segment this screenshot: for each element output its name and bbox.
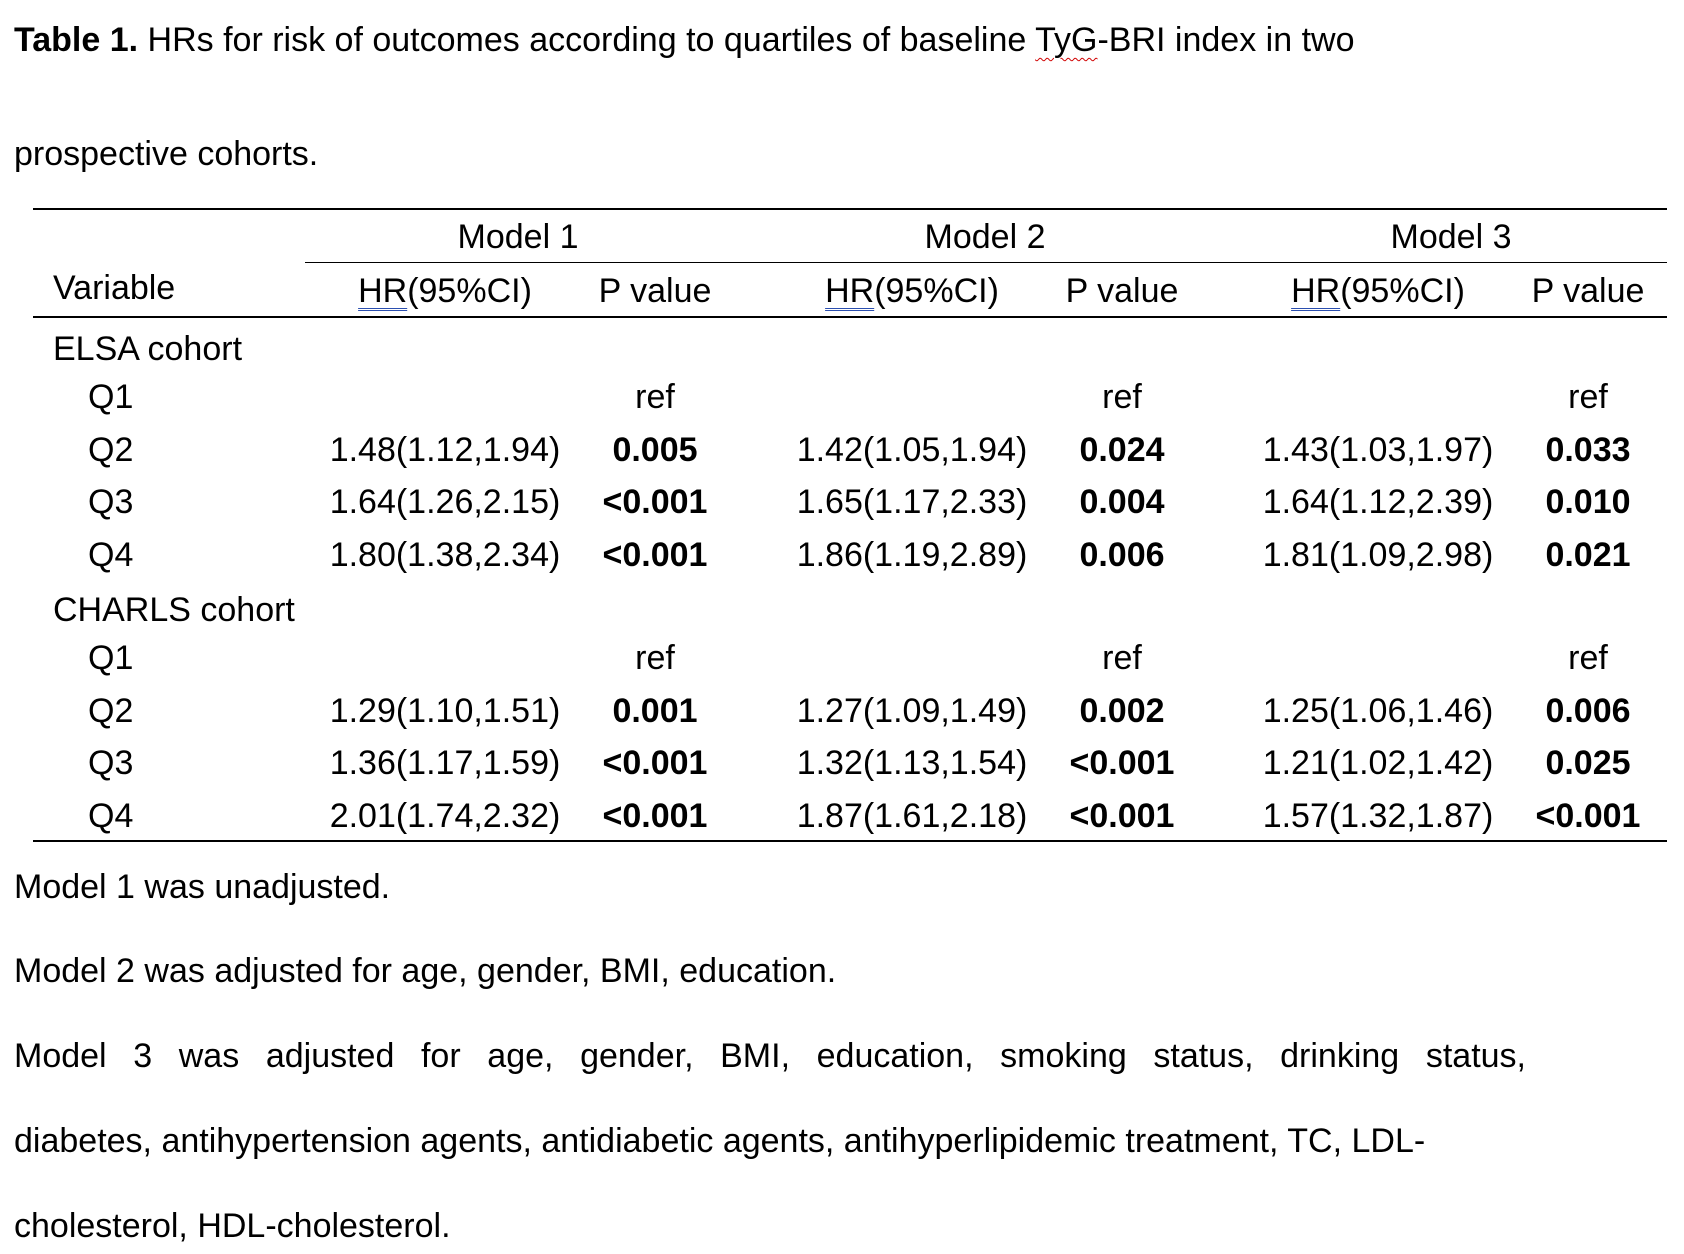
p-value: ref [1102,378,1142,416]
index-name: TyG [1035,21,1098,59]
quartile-label: Q1 [88,378,134,416]
ci-suffix: (95%CI) [1340,272,1465,310]
note-model-1: Model 1 was unadjusted. [14,868,391,906]
p-value-header-3: P value [1531,272,1645,310]
p-value: <0.001 [602,483,708,521]
hr-value: 1.21(1.02,1.42) [1262,744,1494,782]
p-value: 0.001 [612,691,698,730]
quartile-label: Q4 [88,535,134,574]
hr-abbrev: HR [825,272,875,310]
hr-value: 1.43(1.03,1.97) [1262,430,1494,469]
caption-text-before: HRs for risk of outcomes according to qu… [147,21,1027,59]
quartile-label: Q3 [88,744,134,782]
p-value: 0.025 [1545,744,1631,782]
table-label: Table 1. [14,21,139,59]
model-2-header: Model 2 [924,218,1046,256]
p-value: 0.010 [1545,483,1631,521]
note-model-3-line-3: cholesterol, HDL-cholesterol. [14,1207,451,1245]
p-value-header-2: P value [1065,272,1179,310]
p-value: <0.001 [1069,796,1175,835]
note-model-3-line-1: Model 3 was adjusted for age, gender, BM… [14,1037,1526,1075]
header-variable: Variable [53,269,176,307]
p-value: ref [1102,639,1142,677]
p-value: ref [635,378,675,416]
table-caption-line-1: Table 1. HRs for risk of outcomes accord… [14,20,1354,60]
hr-value: 1.25(1.06,1.46) [1262,691,1494,730]
p-value: <0.001 [602,535,708,574]
p-value: <0.001 [1535,796,1641,835]
hr-ci-header-3: HR(95%CI) [1291,271,1465,311]
hr-value: 1.32(1.13,1.54) [796,744,1028,782]
hr-value: 1.86(1.19,2.89) [796,535,1028,574]
hr-abbrev: HR [358,272,408,310]
ci-suffix: (95%CI) [407,272,532,310]
hr-value: 1.48(1.12,1.94) [329,430,561,469]
quartile-label: Q2 [88,691,134,730]
p-value: <0.001 [1069,744,1175,782]
p-value: 0.024 [1079,430,1165,469]
hr-abbrev: HR [1291,272,1341,310]
note-model-3-line-2: diabetes, antihypertension agents, antid… [14,1122,1426,1160]
p-value: 0.006 [1079,535,1165,574]
p-value: 0.002 [1079,691,1165,730]
caption-text-after: -BRI index in two [1097,21,1355,59]
table-caption-line-2: prospective cohorts. [14,135,319,173]
hr-value: 1.27(1.09,1.49) [796,691,1028,730]
table-bottom-rule [33,840,1667,842]
hr-value: 1.80(1.38,2.34) [329,535,561,574]
hr-value: 2.01(1.74,2.32) [329,796,561,835]
p-value: 0.006 [1545,691,1631,730]
hr-value: 1.65(1.17,2.33) [796,483,1028,521]
hr-value: 1.42(1.05,1.94) [796,430,1028,469]
table-top-rule [33,208,1667,210]
hr-ci-header-1: HR(95%CI) [358,271,532,311]
p-value: <0.001 [602,744,708,782]
p-value: 0.005 [612,430,698,469]
hr-value: 1.57(1.32,1.87) [1262,796,1494,835]
quartile-label: Q1 [88,639,134,677]
hr-value: 1.36(1.17,1.59) [329,744,561,782]
p-value-header-1: P value [598,272,712,310]
p-value: <0.001 [602,796,708,835]
hr-value: 1.29(1.10,1.51) [329,691,561,730]
hr-value: 1.87(1.61,2.18) [796,796,1028,835]
ci-suffix: (95%CI) [874,272,999,310]
header-bottom-rule [33,316,1667,318]
hr-ci-header-2: HR(95%CI) [825,271,999,311]
cohort-label: ELSA cohort [53,330,243,368]
p-value: ref [635,639,675,677]
quartile-label: Q4 [88,796,134,835]
p-value: 0.004 [1079,483,1165,521]
model-header-rule [305,262,1667,263]
model-1-header: Model 1 [457,218,579,256]
p-value: ref [1568,639,1608,677]
model-3-header: Model 3 [1390,218,1512,256]
quartile-label: Q3 [88,483,134,521]
cohort-label: CHARLS cohort [53,591,295,629]
note-model-2: Model 2 was adjusted for age, gender, BM… [14,952,837,990]
hr-value: 1.64(1.26,2.15) [329,483,561,521]
quartile-label: Q2 [88,430,134,469]
p-value: 0.033 [1545,430,1631,469]
hr-value: 1.64(1.12,2.39) [1262,483,1494,521]
hr-value: 1.81(1.09,2.98) [1262,535,1494,574]
p-value: ref [1568,378,1608,416]
p-value: 0.021 [1545,535,1631,574]
